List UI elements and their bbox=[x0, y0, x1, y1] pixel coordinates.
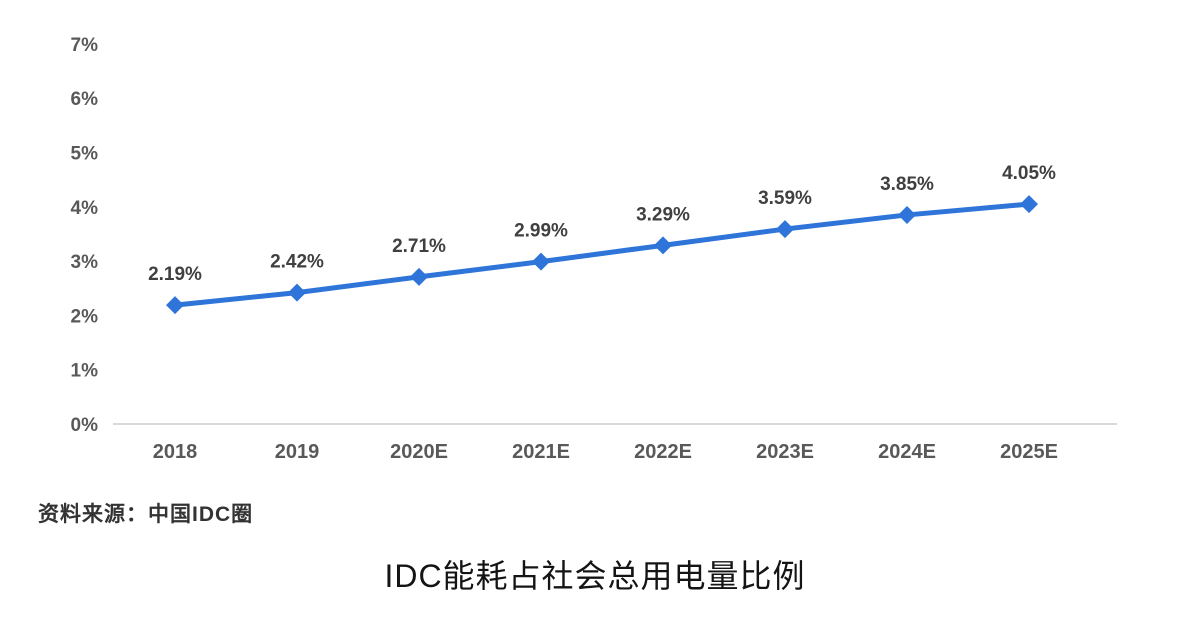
data-point-marker bbox=[166, 296, 184, 315]
x-axis-tick-label: 2023E bbox=[756, 441, 814, 463]
data-point-label: 4.05% bbox=[1002, 163, 1056, 184]
data-point-label: 2.71% bbox=[392, 236, 446, 257]
data-point-marker bbox=[410, 267, 428, 286]
data-point-label: 2.99% bbox=[514, 221, 568, 242]
data-point-label: 2.42% bbox=[270, 252, 324, 273]
y-axis-tick-label: 6% bbox=[71, 89, 99, 110]
data-point-marker bbox=[1020, 195, 1038, 214]
y-axis-tick-label: 0% bbox=[71, 415, 99, 436]
series-line bbox=[172, 201, 1032, 308]
y-axis-tick-label: 1% bbox=[71, 361, 99, 382]
y-axis-tick-label: 5% bbox=[71, 144, 99, 165]
x-axis-tick-label: 2022E bbox=[634, 441, 692, 463]
data-point-marker bbox=[776, 220, 794, 239]
data-point-label: 2.19% bbox=[148, 264, 202, 285]
x-axis-tick-label: 2019 bbox=[275, 441, 320, 463]
y-axis-tick-label: 3% bbox=[71, 252, 99, 273]
x-axis-tick-label: 2021E bbox=[512, 441, 570, 463]
line-chart: 0% 1% 2% 3% 4% 5% 6% 7% 2018 2019 2020E 2021E 2022E 2… bbox=[71, 35, 1117, 463]
x-axis-tick-label: 2024E bbox=[878, 441, 936, 463]
data-point-label: 3.29% bbox=[636, 204, 690, 225]
data-point-marker bbox=[654, 236, 672, 255]
y-axis-tick-label: 7% bbox=[71, 35, 99, 56]
y-axis-tick-label: 4% bbox=[71, 198, 99, 219]
data-point-marker bbox=[532, 252, 550, 271]
y-axis-tick-label: 2% bbox=[71, 306, 99, 327]
data-point-marker bbox=[288, 283, 306, 302]
source-note: 资料来源：中国IDC圈 bbox=[38, 503, 254, 526]
chart-title: IDC能耗占社会总用电量比例 bbox=[384, 558, 806, 594]
data-point-marker bbox=[898, 205, 916, 224]
x-axis-tick-label: 2025E bbox=[1000, 441, 1058, 463]
data-point-label: 3.85% bbox=[880, 174, 934, 195]
x-axis-tick-label: 2020E bbox=[390, 441, 448, 463]
x-axis-tick-label: 2018 bbox=[153, 441, 198, 463]
data-point-label: 3.59% bbox=[758, 188, 812, 209]
